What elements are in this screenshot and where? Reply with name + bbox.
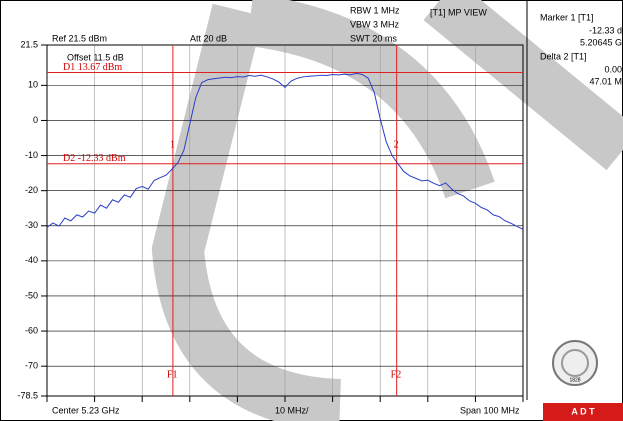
offset-label: Offset 11.5 dB — [67, 52, 124, 62]
y-tick-label: 10 — [28, 80, 38, 90]
y-tick-label: 21.5 — [20, 39, 38, 49]
y-tick-label: 0 — [33, 115, 38, 125]
frequency-line-label: F1 — [167, 369, 178, 380]
ref-label: Ref 21.5 dBm — [52, 33, 107, 43]
marker-number: 2 — [394, 139, 399, 150]
view-label: [T1] MP VIEW — [430, 7, 487, 17]
vbw-label: VBW 3 MHz — [350, 19, 400, 29]
marker-title: Marker 1 [T1] — [540, 12, 594, 22]
logo-seal — [552, 340, 598, 386]
y-tick-label: -70 — [25, 361, 38, 371]
y-tick-label: -78.5 — [17, 390, 38, 400]
swt-label: SWT 20 ms — [350, 33, 397, 43]
marker-number: 1 — [170, 139, 175, 150]
rbw-label: RBW 1 MHz — [350, 5, 400, 15]
marker-freq: 5.20645 G — [580, 37, 622, 47]
delta-level: 0.00 — [604, 64, 622, 74]
brand-label: A D T — [571, 406, 595, 416]
brand-bar — [543, 403, 623, 421]
trace — [46, 72, 524, 230]
y-tick-label: -30 — [25, 220, 38, 230]
logo-year: 1828 — [569, 377, 580, 383]
division-label: 10 MHz/ — [275, 405, 309, 415]
delta-freq: 47.01 M — [589, 76, 622, 86]
frequency-line-label: F2 — [391, 369, 402, 380]
y-tick-label: -20 — [25, 185, 38, 195]
y-tick-label: -50 — [25, 290, 38, 300]
center-label: Center 5.23 GHz — [52, 405, 120, 415]
y-tick-label: -10 — [25, 150, 38, 160]
watermark-stroke — [151, 3, 342, 421]
display-line-label: D2 -12.33 dBm — [63, 153, 126, 164]
watermark-stroke — [423, 0, 623, 171]
y-tick-label: -60 — [25, 325, 38, 335]
logo-inner — [561, 349, 589, 377]
marker-level: -12.33 d — [589, 25, 622, 35]
display-line-label: D1 13.67 dBm — [63, 62, 122, 73]
span-label: Span 100 MHz — [460, 405, 520, 415]
delta-title: Delta 2 [T1] — [540, 51, 587, 61]
att-label: Att 20 dB — [190, 33, 227, 43]
y-tick-label: -40 — [25, 255, 38, 265]
logo: 1828 — [552, 340, 598, 386]
